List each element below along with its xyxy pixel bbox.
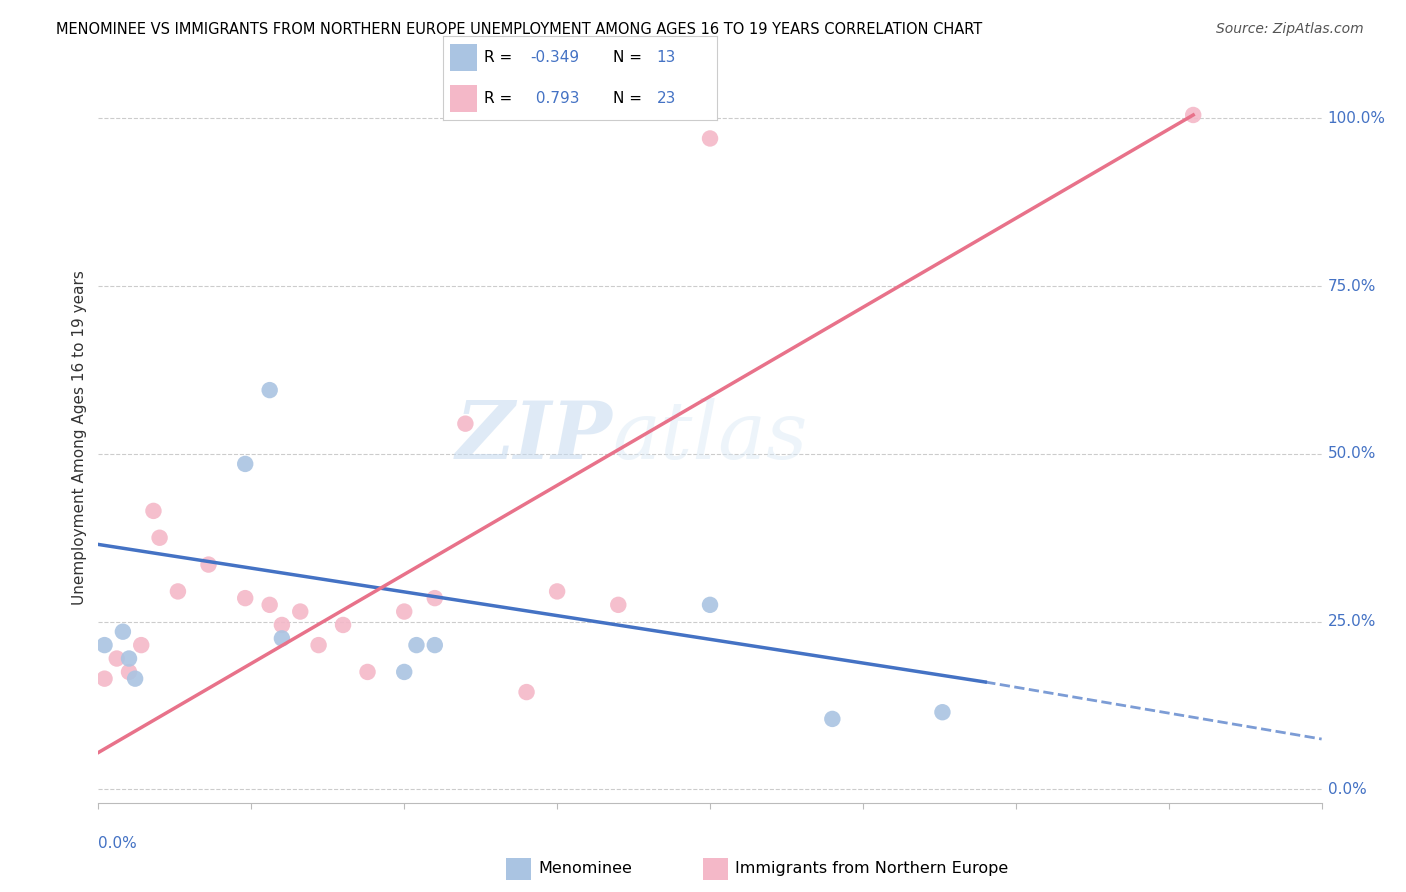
Text: 23: 23 [657, 91, 676, 106]
Y-axis label: Unemployment Among Ages 16 to 19 years: Unemployment Among Ages 16 to 19 years [72, 269, 87, 605]
Point [142, 504, 165, 518]
Bar [450, 44, 477, 71]
Point [607, 598, 630, 612]
Text: 13: 13 [657, 50, 676, 65]
Point [270, 618, 292, 632]
Text: N =: N = [613, 91, 647, 106]
Point [149, 531, 172, 545]
Point [423, 638, 446, 652]
Text: N =: N = [613, 50, 647, 65]
Text: Immigrants from Northern Europe: Immigrants from Northern Europe [735, 862, 1008, 876]
Point [1182, 108, 1205, 122]
Point [546, 584, 568, 599]
Point [332, 618, 354, 632]
Point [197, 558, 219, 572]
Point [167, 584, 190, 599]
Point [423, 591, 446, 606]
Point [931, 705, 953, 719]
Point [259, 383, 281, 397]
Bar [450, 85, 477, 112]
Point [118, 665, 141, 679]
Text: R =: R = [484, 91, 517, 106]
Point [270, 632, 292, 646]
Point [392, 665, 416, 679]
Point [699, 598, 721, 612]
Point [308, 638, 330, 652]
Text: 0.0%: 0.0% [98, 836, 138, 851]
Text: 50.0%: 50.0% [1327, 446, 1376, 461]
Point [259, 598, 281, 612]
Text: R =: R = [484, 50, 517, 65]
Point [124, 672, 146, 686]
Point [233, 591, 256, 606]
Point [105, 651, 128, 665]
Text: Menominee: Menominee [538, 862, 633, 876]
Point [821, 712, 844, 726]
Text: 25.0%: 25.0% [1327, 614, 1376, 629]
Point [405, 638, 427, 652]
Text: 75.0%: 75.0% [1327, 278, 1376, 293]
Point [233, 457, 256, 471]
Point [118, 651, 141, 665]
Point [454, 417, 477, 431]
Text: 0.0%: 0.0% [1327, 782, 1367, 797]
Point [111, 624, 134, 639]
Point [129, 638, 152, 652]
Text: MENOMINEE VS IMMIGRANTS FROM NORTHERN EUROPE UNEMPLOYMENT AMONG AGES 16 TO 19 YE: MENOMINEE VS IMMIGRANTS FROM NORTHERN EU… [56, 22, 983, 37]
Text: 0.793: 0.793 [530, 91, 579, 106]
Point [290, 605, 312, 619]
Point [516, 685, 538, 699]
Point [699, 131, 721, 145]
Text: -0.349: -0.349 [530, 50, 579, 65]
Point [93, 638, 115, 652]
Point [392, 605, 416, 619]
Text: ZIP: ZIP [456, 399, 612, 475]
Text: atlas: atlas [612, 399, 807, 475]
Text: 100.0%: 100.0% [1327, 111, 1386, 126]
Point [93, 672, 115, 686]
Text: Source: ZipAtlas.com: Source: ZipAtlas.com [1216, 22, 1364, 37]
Point [356, 665, 378, 679]
